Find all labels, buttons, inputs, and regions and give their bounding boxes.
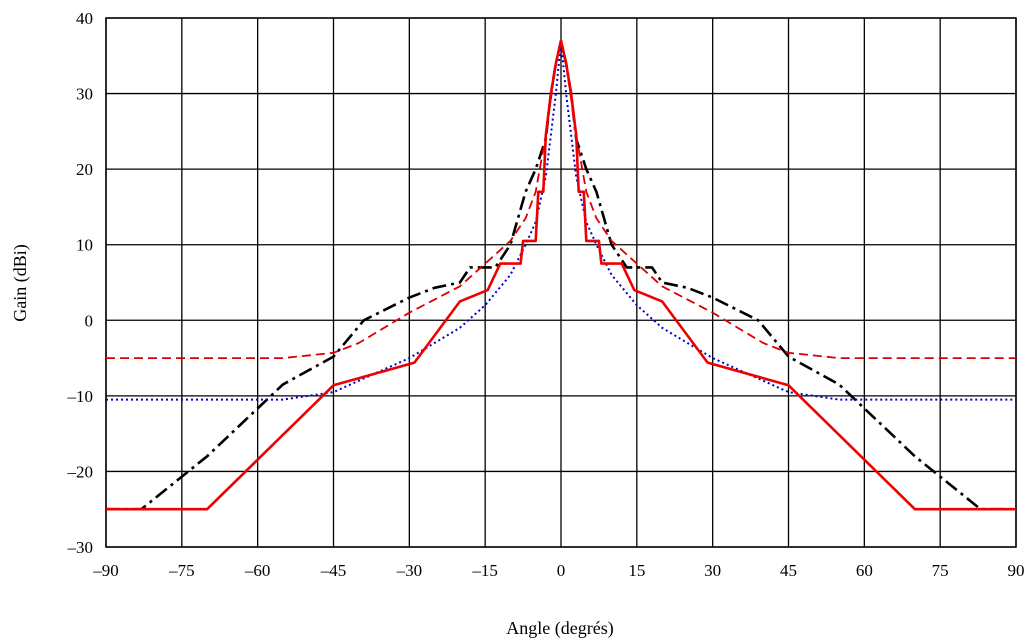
x-tick-label: –45: [320, 561, 347, 580]
x-tick-label: 60: [856, 561, 873, 580]
y-tick-label: 10: [76, 236, 93, 255]
y-axis-label: Gain (dBi): [10, 244, 31, 321]
tick-labels: –90 –75 –60 –45 –30 –15 0 15 30 45 60 75 90 –30 –20 –10…: [67, 9, 1025, 580]
x-axis-label: Angle (degrés): [506, 618, 613, 639]
series-line-4: [106, 39, 1016, 511]
x-tick-label: 0: [557, 561, 566, 580]
x-tick-label: –60: [244, 561, 271, 580]
x-tick-label: 90: [1008, 561, 1025, 580]
grid: [105, 17, 1017, 548]
x-tick-label: –75: [168, 561, 195, 580]
x-tick-label: 75: [932, 561, 949, 580]
x-tick-label: 45: [780, 561, 797, 580]
y-tick-label: –30: [67, 538, 94, 557]
x-tick-label: –30: [396, 561, 423, 580]
plot-frame: [105, 17, 1017, 548]
series-group: [106, 39, 1016, 511]
x-tick-label: 30: [704, 561, 721, 580]
x-tick-label: –90: [92, 561, 119, 580]
y-tick-label: 30: [76, 85, 93, 104]
x-tick-label: 15: [628, 561, 645, 580]
x-tick-label: –15: [471, 561, 498, 580]
y-tick-label: 40: [76, 9, 93, 28]
y-tick-label: 0: [85, 311, 94, 330]
y-tick-label: –10: [67, 387, 94, 406]
y-tick-label: –20: [67, 462, 94, 481]
y-tick-label: 20: [76, 160, 93, 179]
